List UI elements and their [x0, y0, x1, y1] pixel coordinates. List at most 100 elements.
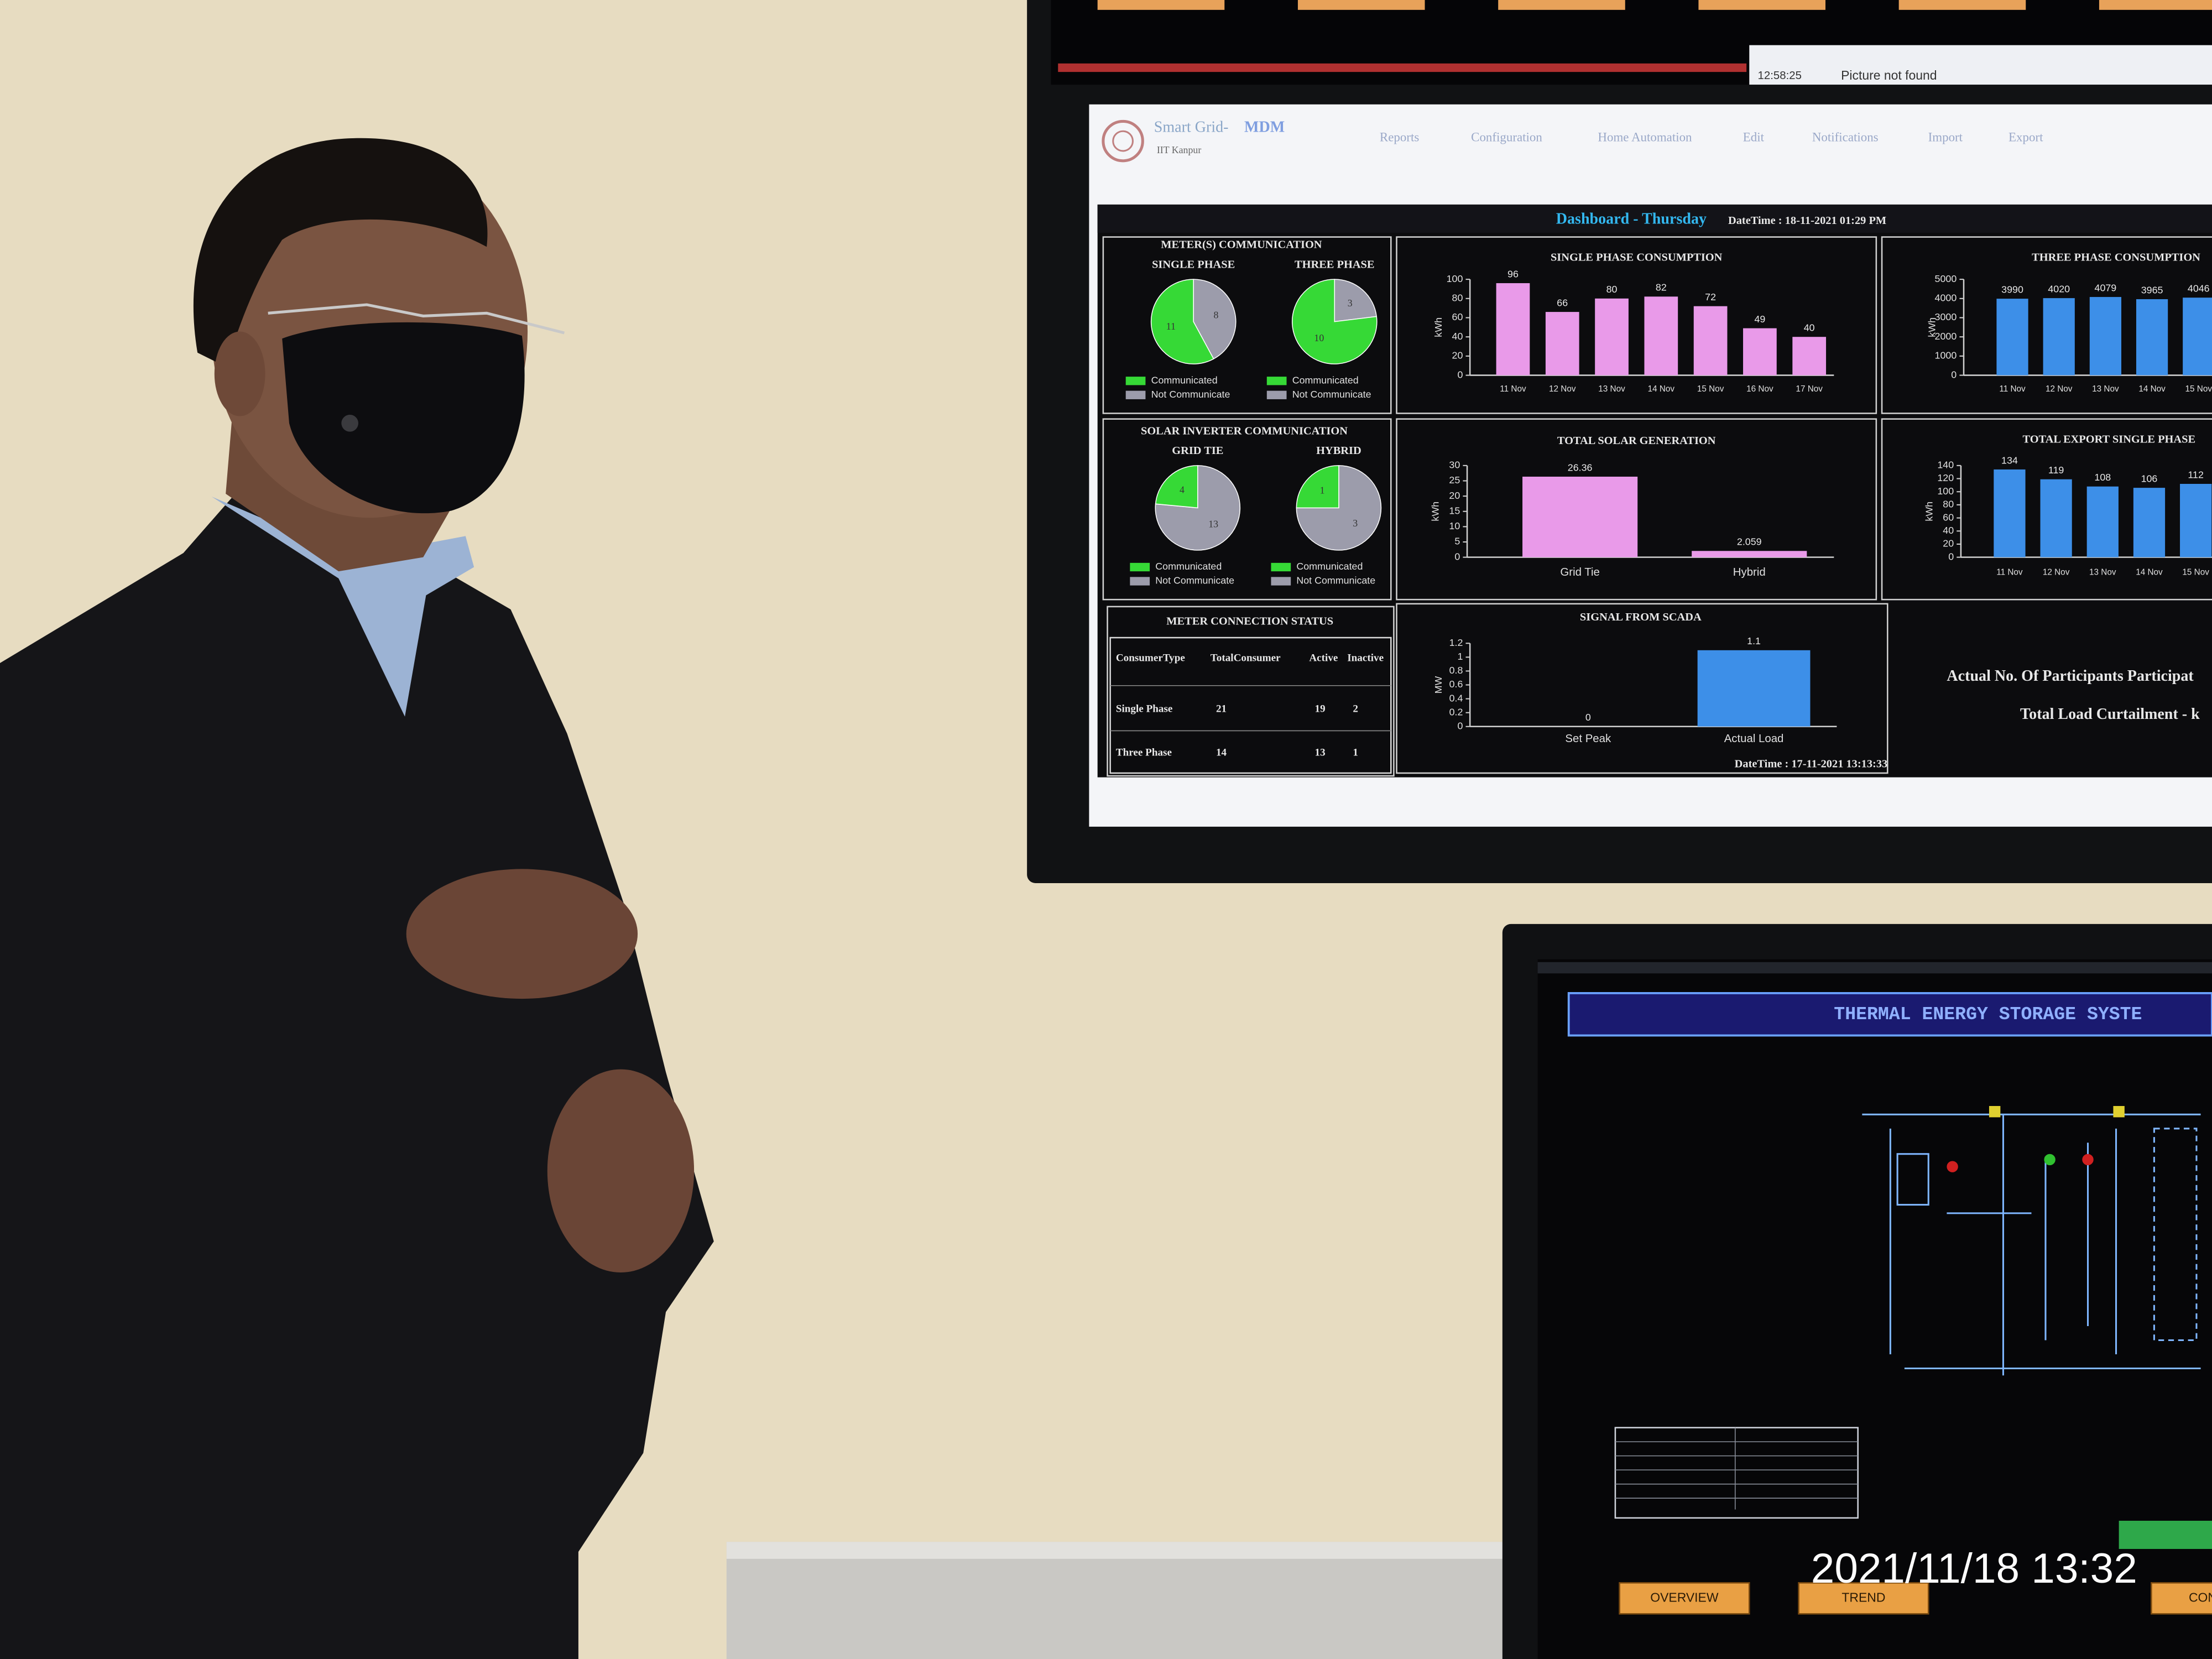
mask [282, 322, 525, 514]
pie-label: SINGLE PHASE [1152, 258, 1235, 270]
axis-unit: kWh [1927, 317, 1938, 337]
bar [2136, 299, 2168, 375]
y-tick-label: 1.2 [1449, 637, 1463, 648]
value-label: 80 [1606, 284, 1618, 295]
app-title-accent: MDM [1244, 119, 1285, 136]
legend-swatch [1130, 577, 1150, 586]
table-cell: 1 [1353, 747, 1358, 759]
panel-border [1396, 418, 1877, 601]
value-label: 40 [1804, 322, 1815, 333]
heading-bar [1097, 204, 2212, 233]
tes-button [1798, 1582, 1929, 1615]
institute: IIT Kanpur [1157, 144, 1201, 155]
pie-label: GRID TIE [1172, 445, 1223, 457]
pie-group: METER(S) COMMUNICATION SINGLE PHASE 8 11 Com… [1125, 239, 1382, 586]
y-tick-label: 4000 [1935, 293, 1957, 304]
legend-label: Not Communicate [1155, 575, 1234, 586]
y-tick-label: 40 [1452, 331, 1463, 342]
message-panel [1749, 45, 2212, 85]
table-cell: 19 [1315, 703, 1326, 715]
value-label: 72 [1705, 291, 1716, 302]
y-tick-label: 3000 [1935, 311, 1957, 322]
table-header: ConsumerType [1116, 653, 1185, 664]
tes-title-bar [1567, 992, 2212, 1037]
bar [2133, 488, 2166, 557]
axis-unit: kWh [1430, 502, 1441, 521]
y-tick-label: 20 [1943, 538, 1954, 549]
pie-slice [1155, 465, 1241, 551]
table-cell: Single Phase [1116, 703, 1173, 715]
x-tick-label: 11 Nov [1999, 384, 2026, 394]
y-tick-label: 5 [1454, 536, 1460, 547]
pie-value: 3 [1348, 298, 1353, 309]
app-title: Smart Grid- [1154, 119, 1229, 136]
y-tick-label: 15 [1449, 505, 1460, 516]
strip-button [1297, 0, 1425, 10]
bar [1743, 328, 1777, 375]
bar [1697, 650, 1811, 727]
value-label: 3965 [2141, 284, 2163, 295]
bar [2089, 297, 2122, 375]
legend-label: Communicated [1151, 374, 1218, 385]
tes-title: THERMAL ENERGY STORAGE SYSTE [1834, 1004, 2142, 1025]
dashboard-heading: Dashboard - Thursday [1556, 210, 1707, 227]
strip-button [1097, 0, 1225, 10]
pie-value: 4 [1180, 484, 1185, 495]
x-tick-label: 13 Nov [2092, 384, 2119, 394]
panel-border [1881, 236, 2212, 414]
y-tick-label: 25 [1449, 474, 1460, 486]
y-tick-label: 0.6 [1449, 679, 1463, 690]
y-tick-label: 2000 [1935, 331, 1957, 342]
x-tick-label: 15 Nov [2182, 568, 2209, 577]
x-tick-label: 13 Nov [1598, 384, 1625, 394]
desk-partition [726, 1542, 1545, 1659]
bar [1692, 551, 1807, 557]
status-button [2119, 1521, 2212, 1550]
x-tick-label: Set Peak [1565, 733, 1611, 745]
panel-border [1881, 418, 2212, 601]
value-label: 26.36 [1568, 462, 1593, 473]
y-tick-label: 100 [1447, 273, 1463, 284]
tes-button [1619, 1582, 1750, 1615]
nav-item: Edit [1743, 130, 1765, 144]
tes-button-label: CONTRO [2189, 1590, 2212, 1604]
value-label: 0 [1585, 712, 1591, 723]
value-label: 96 [1507, 268, 1519, 279]
pie-value: 10 [1314, 332, 1324, 343]
legend-swatch [1125, 390, 1146, 399]
y-tick-label: 120 [1937, 472, 1954, 483]
y-tick-label: 40 [1943, 525, 1954, 536]
value-label: 4020 [2048, 284, 2070, 295]
y-tick-label: 0.4 [1449, 692, 1463, 703]
x-tick-label: Grid Tie [1560, 566, 1599, 578]
photo-timestamp: 2021/11/18 13:32 [1811, 1545, 2137, 1592]
table-header: Active [1309, 653, 1338, 664]
nav-item: Home Automation [1598, 130, 1692, 144]
y-tick-label: 30 [1449, 460, 1460, 471]
nav-bar: Reports Configuration Home Automation Edit N… [1380, 130, 2043, 144]
x-tick-label: 12 Nov [2046, 384, 2073, 394]
valve [1989, 1106, 2001, 1118]
bar [1522, 476, 1638, 557]
x-tick-label: Hybrid [1733, 566, 1766, 578]
pie-slice [1296, 465, 1339, 509]
x-tick-label: 15 Nov [1697, 384, 1724, 394]
pie-label: THREE PHASE [1295, 258, 1374, 270]
pie-value: 8 [1214, 309, 1219, 320]
value-label: 82 [1656, 282, 1667, 293]
hair [193, 138, 488, 367]
x-tick-label: 15 Nov [2185, 384, 2212, 394]
nav-item: Export [2008, 130, 2043, 144]
nav-item: Notifications [1812, 130, 1879, 144]
strip-button [1498, 0, 1625, 10]
mask-button [341, 415, 358, 432]
tes-legend-lines [1615, 1427, 1858, 1510]
message-time: 12:58:25 [1758, 70, 1802, 82]
tes-buttons: OVERVIEW TREND CONTRO [1619, 1582, 2212, 1615]
logo-inner [1112, 130, 1134, 152]
bar [1496, 283, 1530, 375]
panel-border [1102, 418, 1392, 601]
x-tick-label: 14 Nov [2138, 384, 2166, 394]
